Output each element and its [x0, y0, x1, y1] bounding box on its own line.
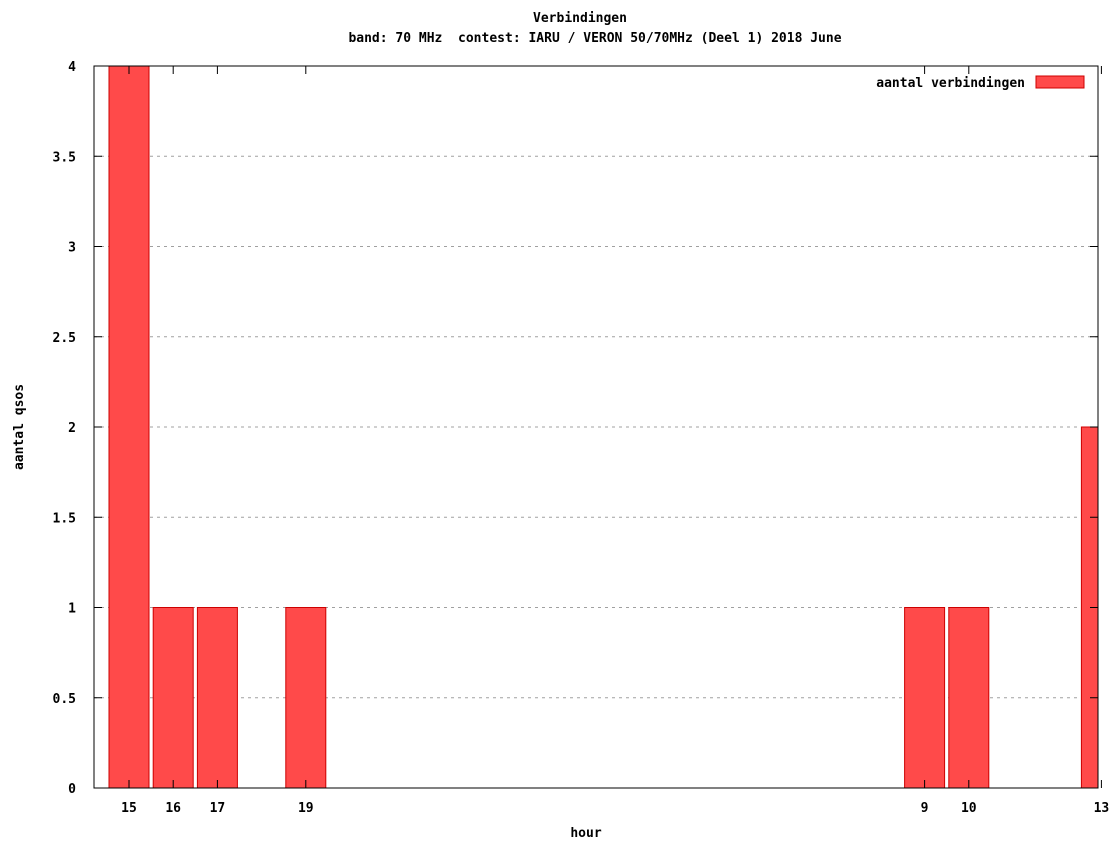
y-tick-label: 3.5 — [53, 150, 76, 165]
legend: aantal verbindingen — [876, 75, 1085, 91]
chart-title: Verbindingen — [533, 11, 627, 26]
bar — [152, 607, 194, 789]
x-axis-label: hour — [570, 826, 601, 841]
legend-swatch — [1035, 75, 1085, 89]
bar-series — [108, 65, 1099, 789]
y-tick-label: 2 — [68, 421, 76, 436]
y-tick-label: 2.5 — [53, 331, 76, 346]
y-tick-label: 3 — [68, 241, 76, 256]
x-tick-label: 16 — [165, 801, 181, 816]
x-tick-label: 17 — [210, 801, 226, 816]
x-tick-label: 10 — [961, 801, 977, 816]
bar — [948, 607, 990, 789]
y-tick-label: 0 — [68, 782, 76, 797]
grid-lines — [94, 155, 1098, 699]
legend-label: aantal verbindingen — [876, 76, 1025, 91]
x-tick-label: 9 — [921, 801, 929, 816]
bar — [904, 607, 946, 789]
bar — [285, 607, 327, 789]
axis-ticks: 0 0.5 1 1.5 2 2.5 3 3.5 4 15 16 17 19 9 10 13 — [53, 60, 1110, 816]
y-tick-label: 4 — [68, 60, 76, 75]
y-tick-label: 1 — [68, 602, 76, 617]
y-tick-label: 1.5 — [53, 511, 76, 526]
bar — [108, 65, 150, 789]
x-tick-label: 13 — [1094, 801, 1110, 816]
x-tick-label: 15 — [121, 801, 137, 816]
y-tick-label: 0.5 — [53, 692, 76, 707]
chart-subtitle: band: 70 MHz contest: IARU / VERON 50/70… — [348, 31, 841, 46]
bar — [196, 607, 238, 789]
y-axis-label: aantal qsos — [12, 384, 27, 470]
x-tick-label: 19 — [298, 801, 314, 816]
plot-frame — [93, 65, 1099, 789]
